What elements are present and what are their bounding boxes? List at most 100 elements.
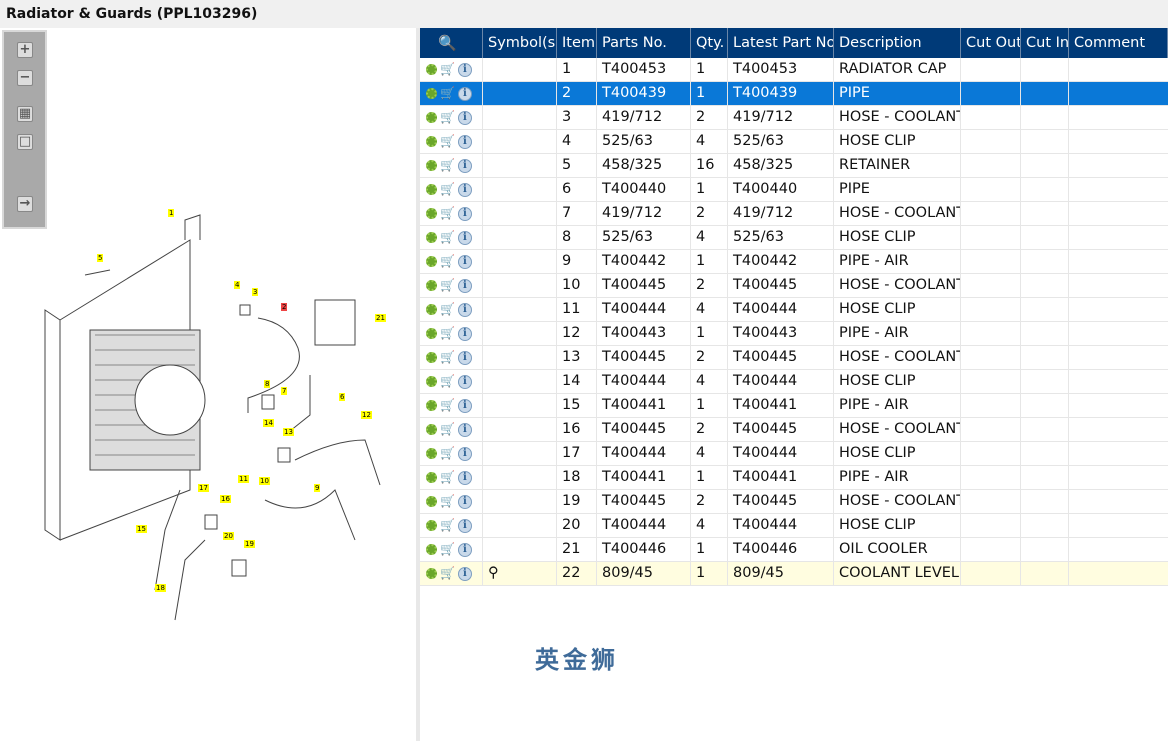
cart-icon[interactable]: 🛒 — [440, 422, 455, 436]
callout-label[interactable]: 4 — [234, 281, 241, 289]
col-parts-no[interactable]: Parts No. — [597, 28, 691, 58]
cart-icon[interactable]: 🛒 — [440, 374, 455, 388]
gear-icon[interactable] — [426, 208, 437, 219]
gear-icon[interactable] — [426, 448, 437, 459]
callout-label[interactable]: 6 — [339, 393, 346, 401]
cart-icon[interactable]: 🛒 — [440, 446, 455, 460]
table-row[interactable]: 🛒 i 13 T400445 2 T400445 HOSE - COOLANT — [420, 346, 1168, 370]
table-row[interactable]: 🛒 i 8 525/63 4 525/63 HOSE CLIP — [420, 226, 1168, 250]
callout-label[interactable]: 5 — [97, 254, 104, 262]
callout-label[interactable]: 15 — [136, 525, 147, 533]
callout-label[interactable]: 13 — [283, 428, 294, 436]
info-icon[interactable]: i — [457, 470, 472, 485]
table-row[interactable]: 🛒 i 9 T400442 1 T400442 PIPE - AIR — [420, 250, 1168, 274]
expand-panel-button[interactable]: → — [17, 196, 33, 212]
info-icon[interactable]: i — [457, 446, 472, 461]
table-row[interactable]: 🛒 i 4 525/63 4 525/63 HOSE CLIP — [420, 130, 1168, 154]
info-icon[interactable]: i — [457, 86, 472, 101]
cart-icon[interactable]: 🛒 — [440, 230, 455, 244]
gear-icon[interactable] — [426, 64, 437, 75]
cart-icon[interactable]: 🛒 — [440, 566, 455, 580]
callout-label[interactable]: 11 — [238, 475, 249, 483]
table-row[interactable]: 🛒 i 10 T400445 2 T400445 HOSE - COOLANT — [420, 274, 1168, 298]
table-row[interactable]: 🛒 i 15 T400441 1 T400441 PIPE - AIR — [420, 394, 1168, 418]
table-row[interactable]: 🛒 i 6 T400440 1 T400440 PIPE — [420, 178, 1168, 202]
cart-icon[interactable]: 🛒 — [440, 350, 455, 364]
info-icon[interactable]: i — [457, 182, 472, 197]
callout-label[interactable]: 10 — [259, 477, 270, 485]
table-row[interactable]: 🛒 i 19 T400445 2 T400445 HOSE - COOLANT — [420, 490, 1168, 514]
zoom-out-button[interactable]: − — [17, 70, 33, 86]
zoom-in-button[interactable]: + — [17, 42, 33, 58]
cart-icon[interactable]: 🛒 — [440, 302, 455, 316]
table-row[interactable]: 🛒 i 21 T400446 1 T400446 OIL COOLER — [420, 538, 1168, 562]
info-icon[interactable]: i — [457, 398, 472, 413]
cart-icon[interactable]: 🛒 — [440, 110, 455, 124]
table-row[interactable]: 🛒 i 14 T400444 4 T400444 HOSE CLIP — [420, 370, 1168, 394]
gear-icon[interactable] — [426, 184, 437, 195]
cart-icon[interactable]: 🛒 — [440, 542, 455, 556]
cart-icon[interactable]: 🛒 — [440, 158, 455, 172]
callout-label[interactable]: 17 — [198, 484, 209, 492]
table-row[interactable]: 🛒 i 7 419/712 2 419/712 HOSE - COOLANT — [420, 202, 1168, 226]
table-row[interactable]: 🛒 i 5 458/325 16 458/325 RETAINER — [420, 154, 1168, 178]
gear-icon[interactable] — [426, 520, 437, 531]
info-icon[interactable]: i — [457, 110, 472, 125]
gear-icon[interactable] — [426, 328, 437, 339]
info-icon[interactable]: i — [457, 206, 472, 221]
cart-icon[interactable]: 🛒 — [440, 206, 455, 220]
table-row[interactable]: 🛒 i 1 T400453 1 T400453 RADIATOR CAP — [420, 58, 1168, 82]
gear-icon[interactable] — [426, 136, 437, 147]
gear-icon[interactable] — [426, 376, 437, 387]
info-icon[interactable]: i — [457, 230, 472, 245]
col-item[interactable]: Item — [557, 28, 597, 58]
gear-icon[interactable] — [426, 112, 437, 123]
info-icon[interactable]: i — [457, 62, 472, 77]
table-row[interactable]: 🛒 i 11 T400444 4 T400444 HOSE CLIP — [420, 298, 1168, 322]
table-row[interactable]: 🛒 i 17 T400444 4 T400444 HOSE CLIP — [420, 442, 1168, 466]
gear-icon[interactable] — [426, 256, 437, 267]
exploded-parts-diagram[interactable] — [0, 28, 416, 741]
gear-icon[interactable] — [426, 424, 437, 435]
col-cut-in[interactable]: Cut In — [1021, 28, 1069, 58]
info-icon[interactable]: i — [457, 542, 472, 557]
search-icon[interactable]: 🔍 — [438, 34, 457, 52]
gear-icon[interactable] — [426, 232, 437, 243]
col-comment[interactable]: Comment — [1069, 28, 1168, 58]
gear-icon[interactable] — [426, 496, 437, 507]
col-description[interactable]: Description — [834, 28, 961, 58]
gear-icon[interactable] — [426, 160, 437, 171]
cart-icon[interactable]: 🛒 — [440, 62, 455, 76]
col-symbols[interactable]: Symbol(s) — [483, 28, 557, 58]
gear-icon[interactable] — [426, 304, 437, 315]
cart-icon[interactable]: 🛒 — [440, 278, 455, 292]
fit-all-button[interactable]: ▦ — [17, 106, 33, 122]
callout-label[interactable]: 1 — [168, 209, 175, 217]
info-icon[interactable]: i — [457, 254, 472, 269]
cart-icon[interactable]: 🛒 — [440, 134, 455, 148]
info-icon[interactable]: i — [457, 134, 472, 149]
cart-icon[interactable]: 🛒 — [440, 254, 455, 268]
callout-label[interactable]: 9 — [314, 484, 321, 492]
info-icon[interactable]: i — [457, 518, 472, 533]
cart-icon[interactable]: 🛒 — [440, 470, 455, 484]
gear-icon[interactable] — [426, 280, 437, 291]
cart-icon[interactable]: 🛒 — [440, 182, 455, 196]
info-icon[interactable]: i — [457, 422, 472, 437]
panel-splitter[interactable] — [416, 28, 420, 741]
info-icon[interactable]: i — [457, 566, 472, 581]
info-icon[interactable]: i — [457, 326, 472, 341]
info-icon[interactable]: i — [457, 158, 472, 173]
gear-icon[interactable] — [426, 472, 437, 483]
callout-label[interactable]: 2 — [281, 303, 288, 311]
col-latest-part-no[interactable]: Latest Part No. — [728, 28, 834, 58]
gear-icon[interactable] — [426, 88, 437, 99]
gear-icon[interactable] — [426, 352, 437, 363]
info-icon[interactable]: i — [457, 350, 472, 365]
cart-icon[interactable]: 🛒 — [440, 398, 455, 412]
table-row[interactable]: 🛒 i 16 T400445 2 T400445 HOSE - COOLANT — [420, 418, 1168, 442]
callout-label[interactable]: 20 — [223, 532, 234, 540]
gear-icon[interactable] — [426, 400, 437, 411]
table-row[interactable]: 🛒 i 3 419/712 2 419/712 HOSE - COOLANT — [420, 106, 1168, 130]
col-qty[interactable]: Qty. — [691, 28, 728, 58]
